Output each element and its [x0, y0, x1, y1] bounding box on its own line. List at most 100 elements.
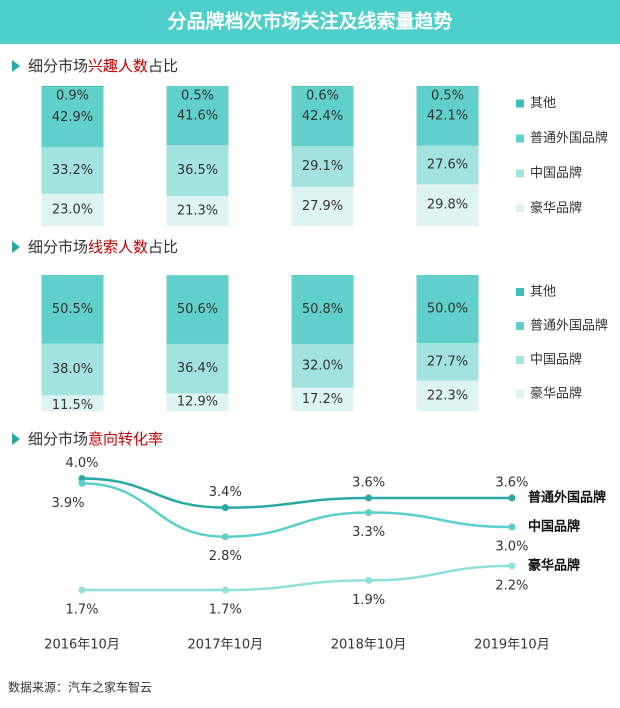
value-label: 41.6% — [177, 108, 218, 123]
point — [221, 533, 229, 541]
bar-segment — [416, 380, 479, 411]
section-marker — [12, 60, 20, 72]
legend-swatch — [516, 99, 524, 108]
bar-segment — [416, 86, 479, 146]
bar-segment — [41, 395, 104, 411]
value-label: 50.0% — [427, 302, 468, 317]
value-label: 0.6% — [306, 89, 339, 104]
value-label: 50.8% — [302, 302, 343, 317]
value-label: 1.7% — [209, 603, 242, 618]
line — [81, 482, 512, 538]
value-label: 27.6% — [427, 157, 468, 172]
value-label: 3.0% — [495, 540, 528, 555]
bar-segment — [166, 343, 229, 394]
value-label: 27.7% — [427, 354, 468, 369]
bar-segment — [416, 343, 479, 381]
value-label: 11.5% — [52, 398, 93, 413]
bar-segment — [166, 196, 229, 226]
bar-segment — [416, 184, 479, 226]
point — [221, 586, 229, 594]
value-label: 36.4% — [177, 361, 218, 376]
bar-segment — [291, 344, 354, 388]
x-tick-label: 2017年10月 — [187, 638, 263, 653]
value-label: 2.2% — [495, 578, 528, 593]
value-label: 1.7% — [65, 603, 98, 618]
section-title: 细分市场意向转化率 — [28, 430, 163, 448]
value-label: 42.1% — [427, 109, 468, 124]
x-tick-label: 2018年10月 — [331, 638, 407, 653]
value-label: 27.9% — [302, 199, 343, 214]
section-title-part: 占比 — [148, 57, 178, 75]
value-label: 3.6% — [495, 475, 528, 490]
legend-swatch — [516, 356, 524, 364]
bar-segment — [166, 393, 229, 411]
value-label: 3.6% — [352, 475, 385, 490]
value-label: 1.9% — [352, 593, 385, 608]
value-label: 0.5% — [181, 89, 214, 104]
section-title: 细分市场线索人数占比 — [28, 238, 178, 256]
legend-label: 其他 — [530, 96, 556, 111]
value-label: 3.9% — [51, 496, 84, 511]
legend-label: 豪华品牌 — [530, 386, 582, 402]
point — [365, 494, 373, 502]
bar-segment — [41, 275, 104, 344]
section-title-part: 兴趣人数 — [88, 57, 148, 75]
bar-segment — [291, 146, 354, 187]
value-label: 12.9% — [177, 395, 218, 410]
value-label: 2.8% — [209, 549, 242, 564]
value-label: 29.1% — [302, 159, 343, 174]
legend-swatch — [516, 204, 524, 213]
page-title: 分品牌档次市场关注及线索量趋势 — [167, 10, 452, 33]
bar-segment — [41, 193, 104, 226]
point — [508, 523, 516, 531]
section-title-part: 细分市场 — [28, 57, 88, 75]
value-label: 0.5% — [431, 89, 464, 104]
bar-segment — [166, 145, 229, 197]
point — [508, 494, 516, 502]
legend-swatch — [516, 390, 524, 398]
value-label: 21.3% — [177, 204, 218, 219]
bar-segment — [41, 147, 104, 194]
legend-label: 其他 — [530, 285, 556, 300]
legend-label: 中国品牌 — [530, 165, 582, 181]
bar-segment — [41, 343, 104, 396]
value-label: 17.2% — [302, 392, 343, 407]
section-title-part: 细分市场 — [28, 238, 88, 256]
line — [82, 564, 512, 592]
value-label: 22.3% — [427, 388, 468, 403]
bar-segment — [291, 387, 354, 411]
value-label: 50.5% — [52, 302, 93, 317]
line — [81, 477, 512, 509]
legend-swatch — [516, 322, 524, 330]
x-tick-label: 2019年10月 — [474, 638, 550, 653]
value-label: 36.5% — [177, 163, 218, 178]
legend-swatch — [516, 288, 524, 296]
legend-swatch — [516, 169, 524, 178]
bar-segment — [291, 275, 354, 345]
bar-segment — [166, 86, 229, 87]
value-label: 32.0% — [302, 358, 343, 373]
point — [365, 508, 373, 516]
value-label: 50.6% — [177, 302, 218, 317]
bar-segment — [291, 86, 354, 147]
point — [78, 479, 86, 487]
bar-segment — [166, 275, 229, 344]
point — [221, 504, 229, 512]
bar-segment — [41, 86, 104, 88]
legend-label: 豪华品牌 — [530, 200, 582, 216]
section-title-part: 细分市场 — [28, 430, 88, 448]
legend-label: 普通外国品牌 — [530, 130, 608, 146]
point — [78, 586, 86, 594]
value-label: 42.9% — [52, 110, 93, 125]
section-title-part: 线索人数 — [88, 238, 148, 256]
point — [78, 475, 86, 483]
series-label: 中国品牌 — [528, 519, 580, 535]
section-title-part: 意向转化率 — [88, 430, 163, 448]
legend-label: 普通外国品牌 — [530, 318, 608, 334]
legend-swatch — [516, 134, 524, 143]
section-marker — [12, 241, 20, 253]
point — [508, 562, 516, 570]
legend-label: 中国品牌 — [530, 352, 582, 368]
value-label: 29.8% — [427, 198, 468, 213]
